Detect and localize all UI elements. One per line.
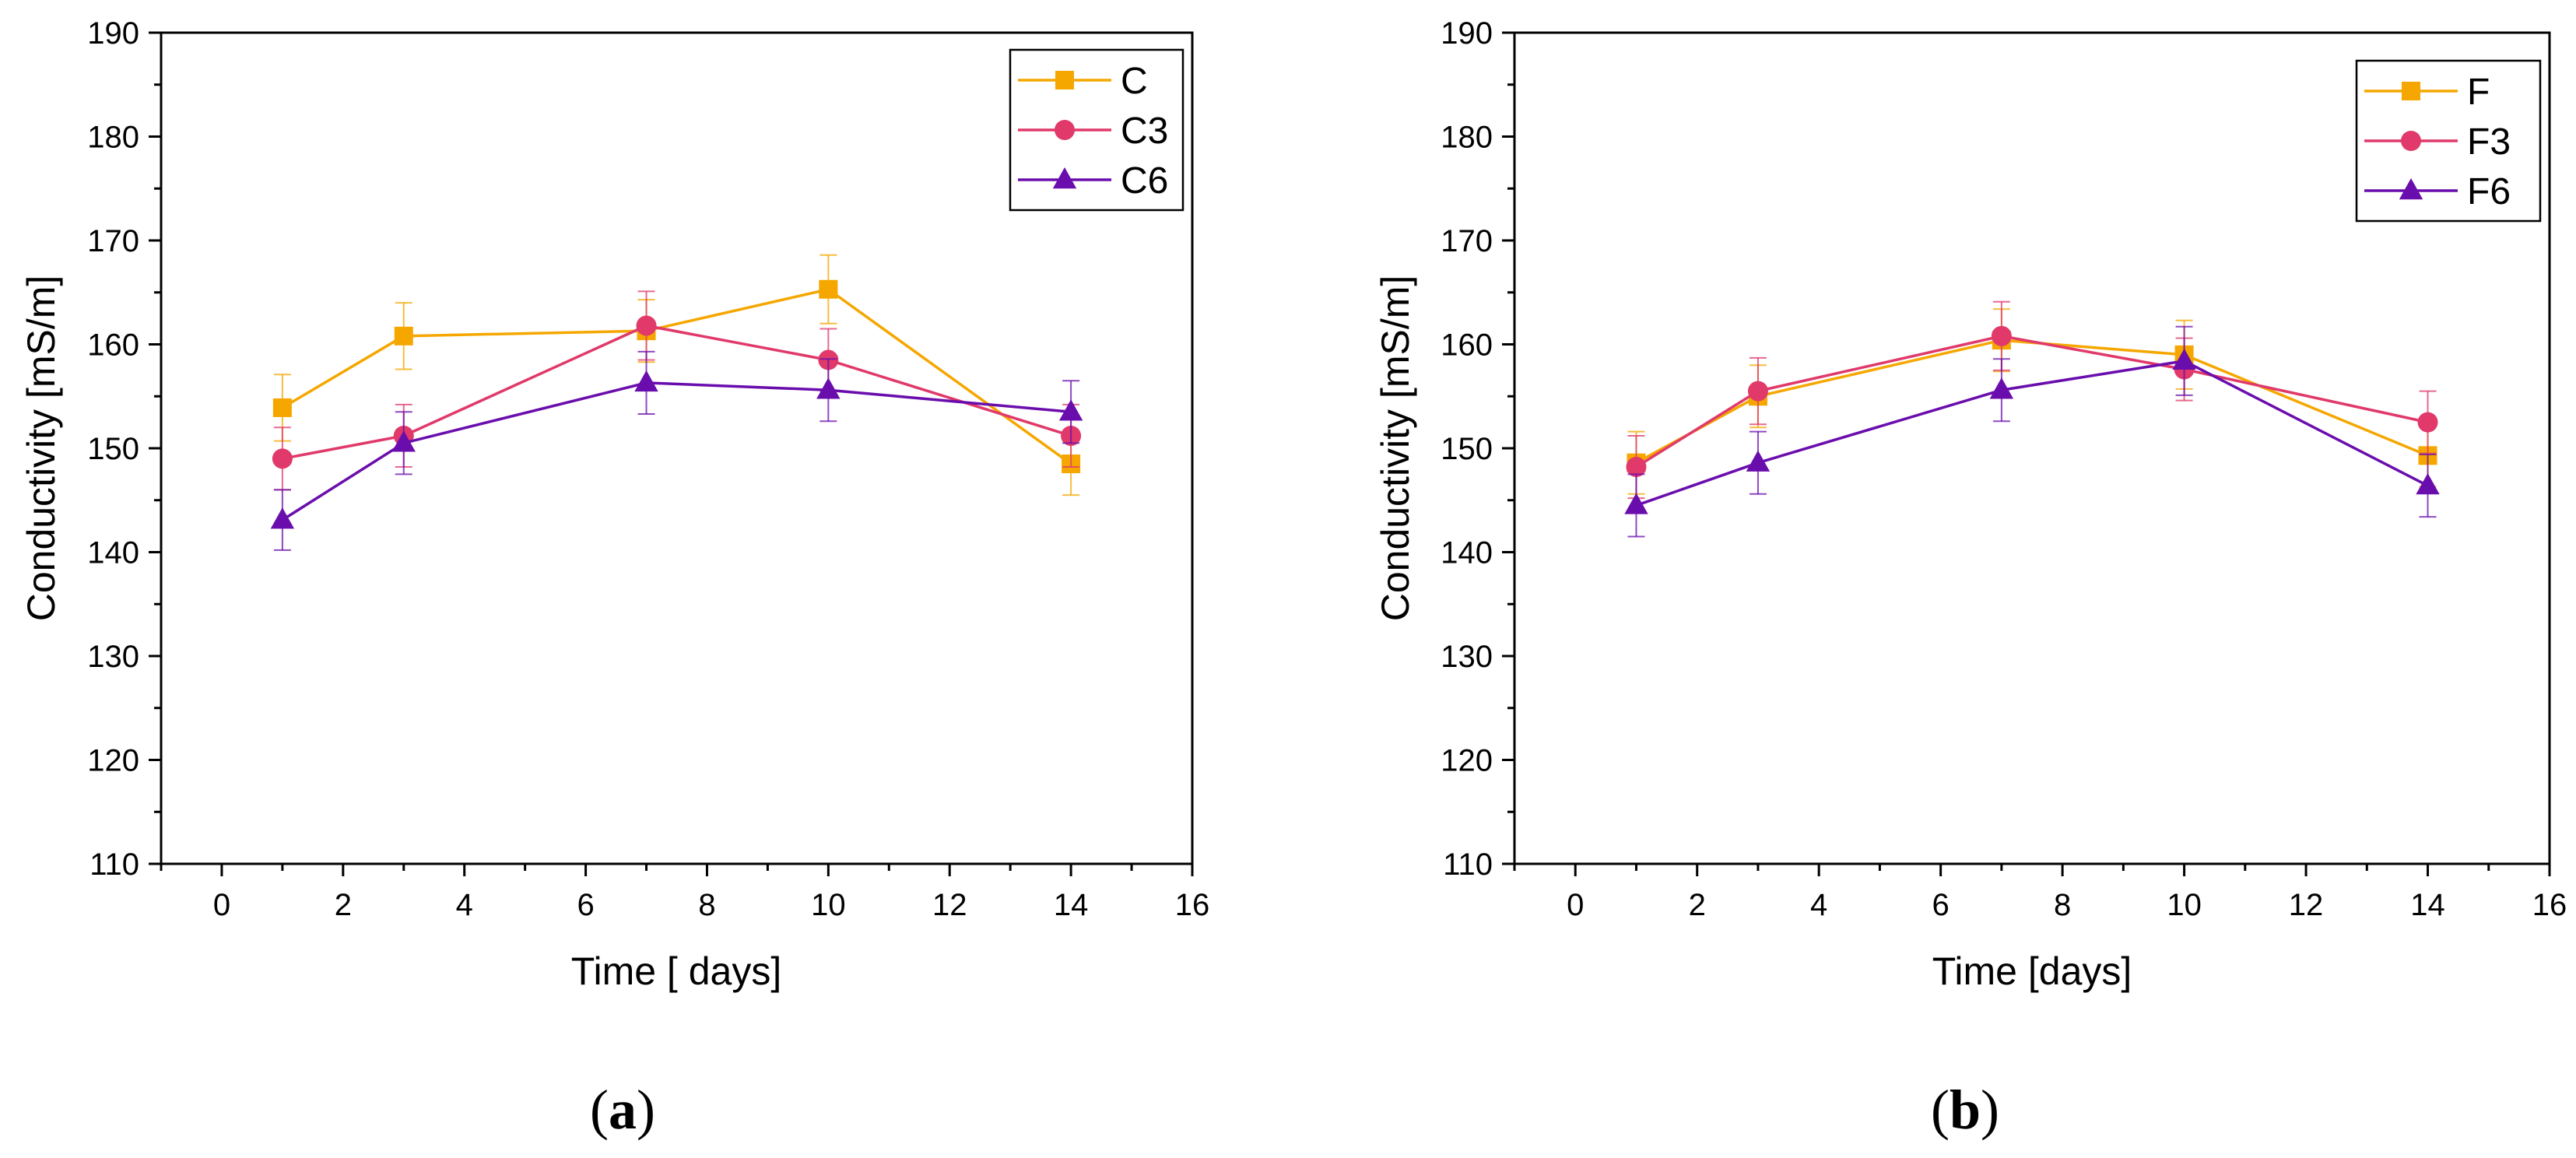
x-tick-label: 8 xyxy=(2054,888,2071,922)
y-tick-label: 140 xyxy=(1441,536,1493,570)
panel-label: (a) xyxy=(590,1079,655,1141)
panel-label: (b) xyxy=(1931,1079,1999,1141)
panel-label-letter: a xyxy=(609,1079,637,1141)
data-point xyxy=(1058,399,1083,421)
data-point xyxy=(816,377,841,399)
legend-marker xyxy=(1052,167,1077,189)
data-point xyxy=(1747,381,1768,402)
legend-label: C xyxy=(1121,61,1148,102)
legend-label: F3 xyxy=(2467,121,2511,163)
y-tick-label: 130 xyxy=(1441,640,1493,674)
y-tick-label: 110 xyxy=(1443,847,1493,882)
x-axis-title: Time [days] xyxy=(1932,949,2132,993)
data-point xyxy=(2172,348,2196,370)
x-tick-label: 16 xyxy=(2532,888,2567,922)
data-point xyxy=(2416,473,2440,495)
y-axis-title: Conductivity [mS/m] xyxy=(19,275,63,622)
x-tick-label: 8 xyxy=(698,888,715,922)
x-tick-label: 10 xyxy=(811,888,846,922)
x-tick-label: 0 xyxy=(213,888,230,922)
chart-panel-b: 0 2 4 6 8 10 12 14 16 110 120 130 140 150 160 170 180 190… xyxy=(1374,16,2567,1141)
x-tick-label: 12 xyxy=(932,888,967,922)
series-F6 xyxy=(1624,325,2440,538)
legend-label: F xyxy=(2467,72,2490,113)
y-tick-label: 150 xyxy=(1441,432,1493,466)
x-tick-label: 4 xyxy=(456,888,473,922)
data-point xyxy=(1626,457,1647,478)
data-point xyxy=(636,315,657,336)
panel-label-letter: b xyxy=(1950,1079,1981,1141)
x-tick-label: 16 xyxy=(1175,888,1210,922)
data-point xyxy=(272,448,293,469)
y-tick-label: 160 xyxy=(1441,328,1493,363)
x-tick-label: 12 xyxy=(2289,888,2324,922)
y-tick-label: 190 xyxy=(87,16,139,51)
x-tick-label: 4 xyxy=(1810,888,1827,922)
x-tick-label: 2 xyxy=(335,888,352,922)
y-tick-label: 180 xyxy=(87,121,139,155)
y-tick-label: 190 xyxy=(1441,16,1493,51)
x-axis-title: Time [ days] xyxy=(571,949,781,993)
x-tick-label: 14 xyxy=(1054,888,1089,922)
x-tick-label: 6 xyxy=(577,888,594,922)
legend-marker xyxy=(2402,82,2420,100)
y-tick-label: 170 xyxy=(87,224,139,258)
legend: F F3 F6 xyxy=(2355,59,2542,223)
legend-label: C3 xyxy=(1121,111,1168,152)
legend-marker xyxy=(1055,71,1074,89)
series-layer xyxy=(270,254,1083,551)
legend: C C3 C6 xyxy=(1009,48,1184,212)
legend-marker xyxy=(1055,120,1075,140)
x-tick-label: 10 xyxy=(2167,888,2202,922)
legend-marker xyxy=(2401,131,2421,151)
x-tick-label: 0 xyxy=(1567,888,1584,922)
data-point xyxy=(1624,493,1648,514)
y-tick-label: 150 xyxy=(87,432,139,466)
y-axis-title: Conductivity [mS/m] xyxy=(1374,275,1417,622)
data-point xyxy=(272,398,292,417)
x-tick-label: 14 xyxy=(2410,888,2445,922)
legend-label: F6 xyxy=(2467,171,2511,212)
data-point xyxy=(1746,450,1771,472)
data-point xyxy=(819,279,838,299)
data-point xyxy=(1991,325,2012,346)
data-point xyxy=(391,430,416,452)
y-tick-label: 180 xyxy=(1441,121,1493,155)
y-tick-label: 120 xyxy=(87,744,139,778)
data-point xyxy=(1989,377,2014,399)
data-point xyxy=(394,326,413,346)
y-tick-label: 110 xyxy=(89,847,139,882)
chart-panel-a: 0 2 4 6 8 10 12 14 16 110 120 130 140 150 160 170 180 190… xyxy=(19,16,1209,1141)
legend-label: C6 xyxy=(1121,160,1168,202)
data-point xyxy=(2417,412,2438,433)
y-tick-label: 160 xyxy=(87,328,139,363)
series-C6 xyxy=(270,350,1083,551)
data-point xyxy=(270,507,295,529)
y-tick-label: 130 xyxy=(87,640,139,674)
x-tick-label: 6 xyxy=(1932,888,1950,922)
data-point xyxy=(634,370,658,392)
series-layer xyxy=(1624,300,2440,538)
x-tick-label: 2 xyxy=(1689,888,1706,922)
axes: 0 2 4 6 8 10 12 14 16 110 120 130 140 150 160 170 180 190 xyxy=(87,16,1209,922)
y-tick-label: 140 xyxy=(87,536,139,570)
y-tick-label: 170 xyxy=(1441,224,1493,258)
axes: 0 2 4 6 8 10 12 14 16 110 120 130 140 150 160 170 180 190 xyxy=(1441,16,2567,922)
y-tick-label: 120 xyxy=(1441,744,1493,778)
legend-marker xyxy=(2399,178,2423,200)
